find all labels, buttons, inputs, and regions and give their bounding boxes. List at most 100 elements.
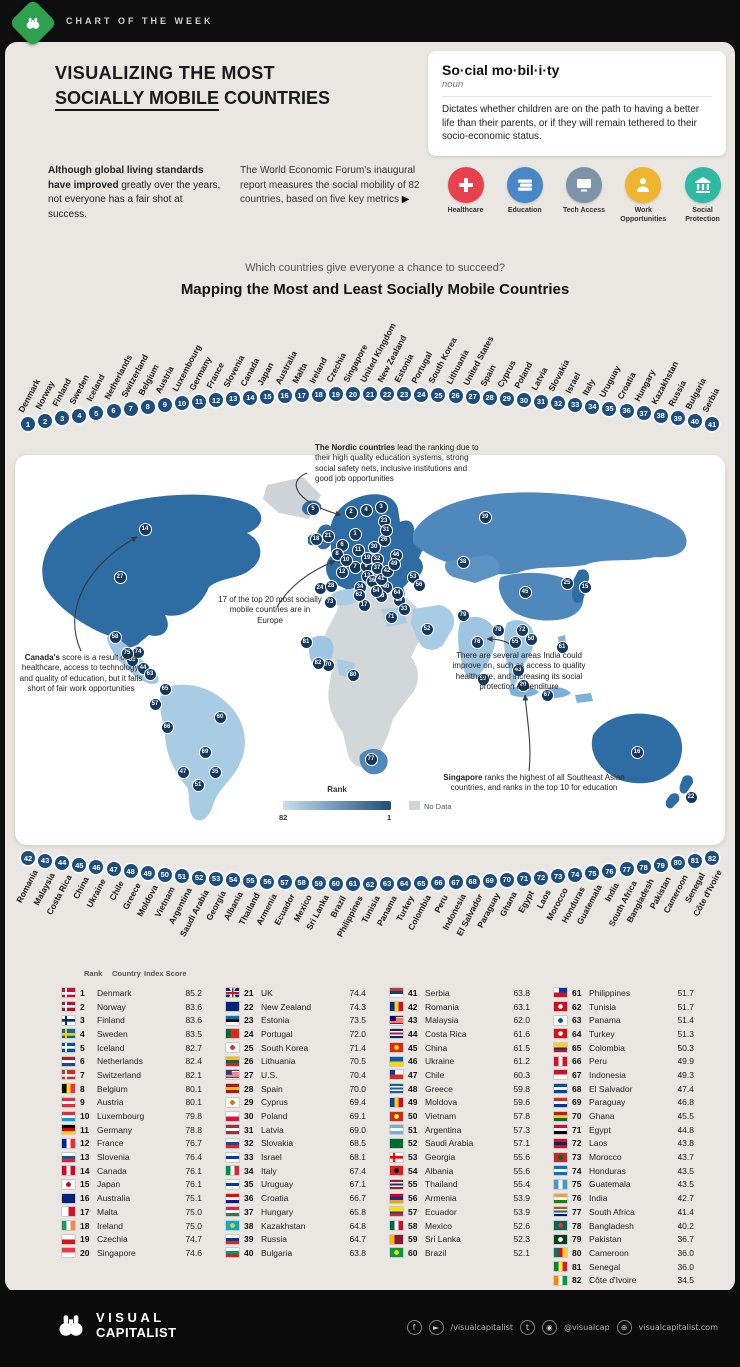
table-row: 68 El Salvador 47.4	[554, 1082, 694, 1096]
country-cell: Senegal	[589, 1261, 621, 1272]
flag-icon-latvia	[226, 1125, 239, 1135]
annotation-bold: The Nordic countries	[315, 443, 396, 452]
metrics-row: Healthcare Education Tech Access Work Op…	[438, 167, 730, 225]
map-rank-77: 77	[365, 753, 377, 765]
table-row: 75 Guatemala 43.5	[554, 1178, 694, 1192]
facebook-icon[interactable]: f	[406, 1320, 422, 1335]
map-africa	[323, 584, 423, 768]
table-row: 8 Belgium 80.1	[62, 1082, 202, 1096]
table-row: 14 Canada 76.1	[62, 1164, 202, 1178]
table-row: 52 Saudi Arabia 57.1	[390, 1137, 530, 1151]
flag-icon-vietnam	[390, 1111, 403, 1121]
arrow-nordic	[295, 472, 342, 517]
score-cell: 85.2	[185, 987, 202, 998]
rank-cell: 20	[80, 1247, 90, 1258]
map-rank-55: 55	[509, 636, 521, 648]
rank-badge: 7	[123, 401, 138, 416]
rank-badge: 55	[243, 873, 258, 888]
table-row: 64 Turkey 51.3	[554, 1027, 694, 1041]
flag-icon-peru	[554, 1056, 567, 1066]
rank-cell: 56	[408, 1193, 418, 1204]
rank-badge: 52	[192, 870, 206, 885]
flag-icon-romania	[390, 1002, 403, 1012]
annotation-singapore: Singapore ranks the highest of all South…	[443, 773, 625, 794]
table-row: 28 Spain 70.0	[226, 1082, 366, 1096]
flag-icon-armenia	[390, 1193, 403, 1203]
map-rank-29: 29	[393, 594, 405, 606]
score-cell: 66.7	[349, 1193, 366, 1204]
map-rank-8: 8	[331, 548, 343, 560]
map-rank-69: 69	[199, 746, 211, 758]
table-row: 51 Argentina 57.3	[390, 1123, 530, 1137]
map-rank-6: 6	[336, 539, 348, 551]
twitter-handle[interactable]: @visualcap	[563, 1323, 610, 1332]
country-cell: Guatemala	[589, 1179, 631, 1190]
flag-icon-belgium	[62, 1084, 75, 1094]
table-row: 13 Slovenia 76.4	[62, 1150, 202, 1164]
rank-badge: 42	[21, 851, 35, 865]
arrow-canada	[74, 536, 138, 652]
rank-cell: 38	[244, 1220, 254, 1231]
rank-cell: 5	[80, 1042, 85, 1053]
rank-cell: 44	[408, 1028, 418, 1039]
rank-cell: 43	[408, 1015, 418, 1026]
table-row: 81 Senegal 36.0	[554, 1260, 694, 1274]
flag-icon-thailand	[390, 1179, 403, 1189]
flag-icon-switzerland	[62, 1070, 75, 1080]
rank-cell: 81	[572, 1261, 582, 1272]
table-row: 31 Latvia 69.0	[226, 1123, 366, 1137]
flag-icon-brazil	[390, 1248, 403, 1258]
map-rank-26: 26	[378, 534, 390, 546]
table-row: 39 Russia 64.7	[226, 1232, 366, 1246]
rank-badge: 18	[311, 387, 326, 402]
rank-cell: 30	[244, 1111, 254, 1122]
rank-cell: 76	[572, 1193, 582, 1204]
table-row: 77 South Africa 41.4	[554, 1205, 694, 1219]
flag-icon-iceland	[62, 1043, 75, 1053]
annotation-nordic: The Nordic countries lead the ranking du…	[315, 443, 485, 485]
visual-capitalist-logo[interactable]: VISUAL CAPITALIST	[55, 1310, 177, 1342]
youtube-icon[interactable]: ►	[428, 1320, 444, 1335]
table-column-1: 1 Denmark 85.2 2 Norway 83.6 3 Finland 83.6 4 Swed…	[62, 986, 202, 1260]
table-row: 71 Egypt 44.8	[554, 1123, 694, 1137]
flag-icon-paraguay	[554, 1097, 567, 1107]
facebook-handle[interactable]: /visualcapitalist	[450, 1323, 513, 1332]
score-cell: 67.4	[349, 1165, 366, 1176]
twitter-icon[interactable]: t	[519, 1320, 535, 1335]
map-rank-12: 12	[336, 566, 348, 578]
rank-badge: 48	[123, 864, 138, 879]
title-line-2: SOCIALLY MOBILE COUNTRIES	[55, 88, 330, 111]
globe-icon[interactable]: ⊕	[616, 1320, 632, 1335]
rank-cell: 46	[408, 1056, 418, 1067]
rank-cell: 49	[408, 1097, 418, 1108]
map-rank-39: 39	[479, 511, 491, 523]
rank-cell: 28	[244, 1083, 254, 1094]
rank-cell: 33	[244, 1152, 254, 1163]
table-row: 35 Uruguay 67.1	[226, 1178, 366, 1192]
country-cell: Peru	[589, 1056, 607, 1067]
table-row: 53 Georgia 55.6	[390, 1150, 530, 1164]
table-column-3: 41 Serbia 63.8 42 Romania 63.1 43 Malaysia 62.0 4…	[390, 986, 530, 1260]
device-icon	[577, 179, 591, 192]
section-question: Which countries give everyone a chance t…	[245, 262, 505, 274]
score-cell: 36.0	[677, 1261, 694, 1272]
score-cell: 45.5	[677, 1111, 694, 1122]
score-cell: 74.7	[185, 1234, 202, 1245]
flag-icon-czechia	[62, 1234, 75, 1244]
flag-icon-india	[554, 1193, 567, 1203]
map-rank-52: 52	[421, 623, 433, 635]
rank-badge: 22	[380, 387, 395, 402]
website-link[interactable]: visualcapitalist.com	[638, 1323, 718, 1332]
score-cell: 64.8	[349, 1220, 366, 1231]
table-row: 50 Vietnam 57.8	[390, 1109, 530, 1123]
flag-icon-bulgaria	[226, 1248, 239, 1258]
map-north-america	[42, 494, 262, 648]
rank-cell: 7	[80, 1069, 85, 1080]
rank-badge: 30	[516, 393, 531, 408]
country-cell: France	[97, 1138, 124, 1149]
annotation-india: There are several areas India could impr…	[445, 651, 593, 693]
instagram-icon[interactable]: ◉	[541, 1320, 557, 1335]
books-icon	[517, 179, 532, 191]
definition-part-of-speech: noun	[442, 79, 464, 90]
table-row: 44 Costa Rica 61.6	[390, 1027, 530, 1041]
